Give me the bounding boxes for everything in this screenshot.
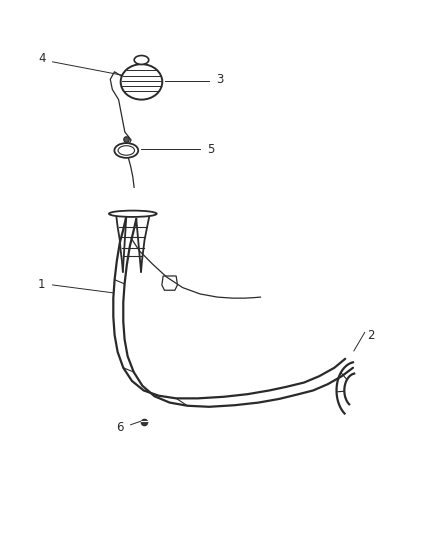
Text: 5: 5 [207, 143, 214, 156]
Text: 2: 2 [367, 328, 374, 342]
Text: 1: 1 [38, 278, 46, 292]
Text: 6: 6 [116, 421, 123, 434]
Ellipse shape [109, 211, 156, 217]
Ellipse shape [114, 143, 138, 158]
Text: 4: 4 [38, 52, 46, 64]
Text: 3: 3 [215, 73, 223, 86]
Ellipse shape [120, 64, 162, 100]
Ellipse shape [134, 55, 148, 64]
Ellipse shape [118, 146, 134, 155]
